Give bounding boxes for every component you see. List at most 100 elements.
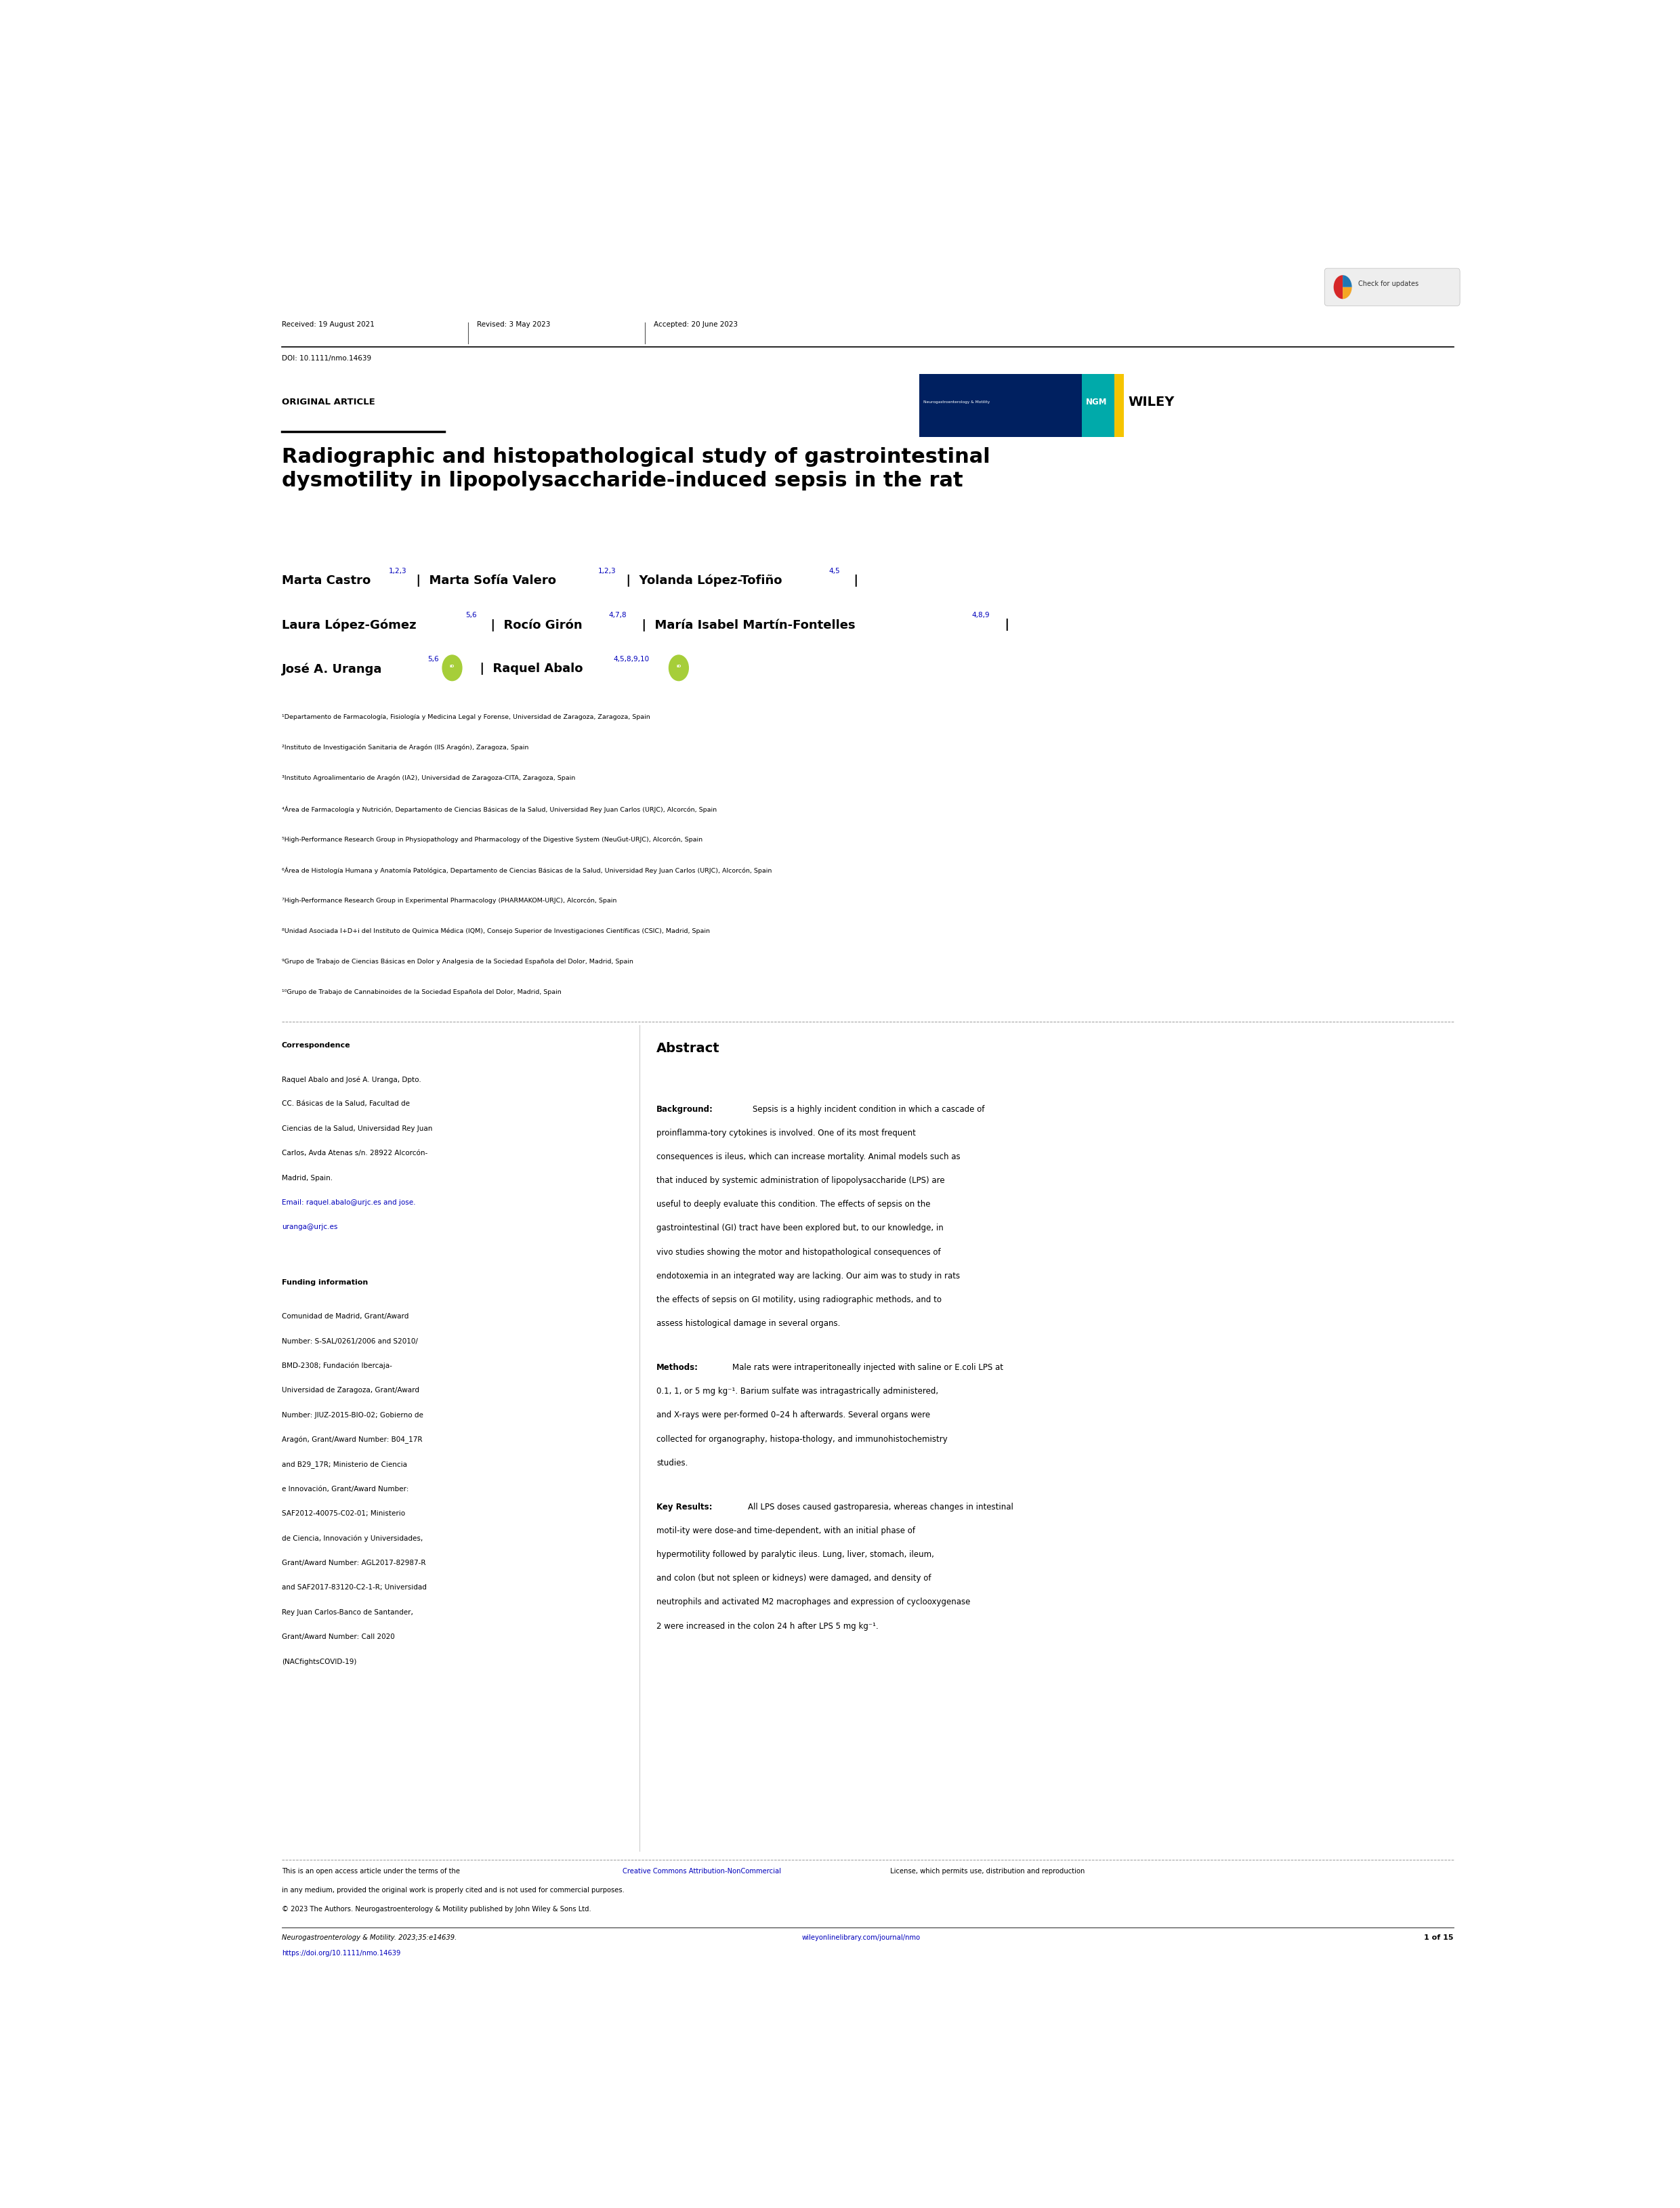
Text: 4,7,8: 4,7,8	[608, 612, 627, 618]
Text: 5,6: 5,6	[427, 656, 438, 662]
Text: This is an open access article under the terms of the: This is an open access article under the…	[282, 1868, 462, 1875]
Circle shape	[669, 656, 689, 680]
Text: Email: raquel.abalo@urjc.es and jose.: Email: raquel.abalo@urjc.es and jose.	[282, 1199, 415, 1206]
Text: Raquel Abalo and José A. Uranga, Dpto.: Raquel Abalo and José A. Uranga, Dpto.	[282, 1075, 422, 1084]
Text: e Innovación, Grant/Award Number:: e Innovación, Grant/Award Number:	[282, 1486, 408, 1493]
Text: Accepted: 20 June 2023: Accepted: 20 June 2023	[654, 320, 738, 327]
Text: ²Instituto de Investigación Sanitaria de Aragón (IIS Aragón), Zaragoza, Spain: ²Instituto de Investigación Sanitaria de…	[282, 744, 529, 751]
Text: vivo studies showing the motor and histopathological consequences of: vivo studies showing the motor and histo…	[657, 1248, 941, 1256]
Text: |  Yolanda López-Tofiño: | Yolanda López-Tofiño	[618, 574, 781, 587]
Text: assess histological damage in several organs.: assess histological damage in several or…	[657, 1318, 840, 1327]
Text: collected for organography, histopa-thology, and immunohistochemistry: collected for organography, histopa-thol…	[657, 1435, 948, 1444]
Text: BMD-2308; Fundación Ibercaja-: BMD-2308; Fundación Ibercaja-	[282, 1362, 391, 1369]
Text: endotoxemia in an integrated way are lacking. Our aim was to study in rats: endotoxemia in an integrated way are lac…	[657, 1272, 961, 1281]
Text: Creative Commons Attribution-NonCommercial: Creative Commons Attribution-NonCommerci…	[623, 1868, 781, 1875]
Text: WILEY: WILEY	[1129, 395, 1174, 408]
Wedge shape	[1334, 276, 1342, 298]
Text: ¹⁰Grupo de Trabajo de Cannabinoides de la Sociedad Española del Dolor, Madrid, S: ¹⁰Grupo de Trabajo de Cannabinoides de l…	[282, 989, 561, 996]
FancyBboxPatch shape	[919, 373, 1082, 437]
Text: neutrophils and activated M2 macrophages and expression of cyclooxygenase: neutrophils and activated M2 macrophages…	[657, 1599, 971, 1607]
Text: Universidad de Zaragoza, Grant/Award: Universidad de Zaragoza, Grant/Award	[282, 1387, 418, 1393]
Text: Grant/Award Number: AGL2017-82987-R: Grant/Award Number: AGL2017-82987-R	[282, 1559, 425, 1565]
Text: Madrid, Spain.: Madrid, Spain.	[282, 1175, 333, 1181]
Text: Correspondence: Correspondence	[282, 1042, 351, 1049]
Text: ⁴Área de Farmacología y Nutrición, Departamento de Ciencias Básicas de la Salud,: ⁴Área de Farmacología y Nutrición, Depar…	[282, 806, 717, 813]
Text: NGM: NGM	[1087, 397, 1107, 406]
Circle shape	[1334, 276, 1352, 298]
Text: Background:: Background:	[657, 1104, 714, 1113]
Text: CC. Básicas de la Salud, Facultad de: CC. Básicas de la Salud, Facultad de	[282, 1100, 410, 1108]
Text: Marta Castro: Marta Castro	[282, 574, 371, 587]
Text: 4,5,8,9,10: 4,5,8,9,10	[613, 656, 650, 662]
FancyBboxPatch shape	[1082, 373, 1114, 437]
Text: ORIGINAL ARTICLE: ORIGINAL ARTICLE	[282, 397, 375, 406]
Text: Number: S-SAL/0261/2006 and S2010/: Number: S-SAL/0261/2006 and S2010/	[282, 1338, 418, 1345]
Text: gastrointestinal (GI) tract have been explored but, to our knowledge, in: gastrointestinal (GI) tract have been ex…	[657, 1223, 944, 1232]
Text: |  María Isabel Martín-Fontelles: | María Isabel Martín-Fontelles	[633, 618, 855, 631]
Text: proinflamma-tory cytokines is involved. One of its most frequent: proinflamma-tory cytokines is involved. …	[657, 1128, 916, 1137]
Text: uranga@urjc.es: uranga@urjc.es	[282, 1223, 338, 1230]
Text: License, which permits use, distribution and reproduction: License, which permits use, distribution…	[887, 1868, 1085, 1875]
Text: Key Results:: Key Results:	[657, 1504, 712, 1512]
Text: Carlos, Avda Atenas s/n. 28922 Alcorcón-: Carlos, Avda Atenas s/n. 28922 Alcorcón-	[282, 1150, 427, 1157]
Text: 2 were increased in the colon 24 h after LPS 5 mg kg⁻¹.: 2 were increased in the colon 24 h after…	[657, 1621, 879, 1630]
Text: DOI: 10.1111/nmo.14639: DOI: 10.1111/nmo.14639	[282, 355, 371, 362]
Text: ¹Departamento de Farmacología, Fisiología y Medicina Legal y Forense, Universida: ¹Departamento de Farmacología, Fisiologí…	[282, 713, 650, 720]
Text: Rey Juan Carlos-Banco de Santander,: Rey Juan Carlos-Banco de Santander,	[282, 1610, 413, 1616]
Text: SAF2012-40075-C02-01; Ministerio: SAF2012-40075-C02-01; Ministerio	[282, 1510, 405, 1517]
Text: wileyonlinelibrary.com/journal/nmo: wileyonlinelibrary.com/journal/nmo	[801, 1934, 921, 1941]
Text: motil-ity were dose-and time-dependent, with an initial phase of: motil-ity were dose-and time-dependent, …	[657, 1526, 916, 1535]
Text: José A. Uranga: José A. Uranga	[282, 662, 381, 676]
Text: ⁹Grupo de Trabajo de Ciencias Básicas en Dolor y Analgesia de la Sociedad Españo: ⁹Grupo de Trabajo de Ciencias Básicas en…	[282, 958, 633, 965]
Text: the effects of sepsis on GI motility, using radiographic methods, and to: the effects of sepsis on GI motility, us…	[657, 1296, 942, 1305]
Text: |: |	[996, 618, 1010, 631]
Text: © 2023 The Authors. Neurogastroenterology & Motility published by John Wiley & S: © 2023 The Authors. Neurogastroenterolog…	[282, 1906, 591, 1912]
Text: de Ciencia, Innovación y Universidades,: de Ciencia, Innovación y Universidades,	[282, 1535, 423, 1541]
Text: |  Marta Sofía Valero: | Marta Sofía Valero	[408, 574, 556, 587]
Text: Received: 19 August 2021: Received: 19 August 2021	[282, 320, 375, 327]
Text: 1 of 15: 1 of 15	[1425, 1934, 1453, 1941]
Text: Sepsis is a highly incident condition in which a cascade of: Sepsis is a highly incident condition in…	[753, 1104, 984, 1113]
Text: Aragón, Grant/Award Number: B04_17R: Aragón, Grant/Award Number: B04_17R	[282, 1437, 422, 1444]
Text: and SAF2017-83120-C2-1-R; Universidad: and SAF2017-83120-C2-1-R; Universidad	[282, 1585, 427, 1592]
Wedge shape	[1342, 287, 1352, 298]
Text: Comunidad de Madrid, Grant/Award: Comunidad de Madrid, Grant/Award	[282, 1314, 408, 1320]
Text: studies.: studies.	[657, 1459, 689, 1468]
Text: useful to deeply evaluate this condition. The effects of sepsis on the: useful to deeply evaluate this condition…	[657, 1201, 931, 1208]
Text: Abstract: Abstract	[657, 1042, 721, 1055]
Text: iD: iD	[450, 665, 455, 667]
Text: and X-rays were per-formed 0–24 h afterwards. Several organs were: and X-rays were per-formed 0–24 h afterw…	[657, 1411, 931, 1420]
Text: ⁷High-Performance Research Group in Experimental Pharmacology (PHARMAKOM-URJC), : ⁷High-Performance Research Group in Expe…	[282, 896, 617, 903]
Text: in any medium, provided the original work is properly cited and is not used for : in any medium, provided the original wor…	[282, 1888, 625, 1894]
Text: Funding information: Funding information	[282, 1278, 368, 1285]
Text: consequences is ileus, which can increase mortality. Animal models such as: consequences is ileus, which can increas…	[657, 1153, 961, 1161]
Text: 4,8,9: 4,8,9	[971, 612, 990, 618]
Text: Neurogastroenterology & Motility. 2023;35:e14639.: Neurogastroenterology & Motility. 2023;3…	[282, 1934, 457, 1941]
Text: Radiographic and histopathological study of gastrointestinal
dysmotility in lipo: Radiographic and histopathological study…	[282, 446, 990, 490]
Circle shape	[442, 656, 462, 680]
Text: Ciencias de la Salud, Universidad Rey Juan: Ciencias de la Salud, Universidad Rey Ju…	[282, 1126, 432, 1133]
Text: 1,2,3: 1,2,3	[388, 567, 407, 574]
Text: Male rats were intraperitoneally injected with saline or E.coli LPS at: Male rats were intraperitoneally injecte…	[732, 1362, 1003, 1371]
Text: |  Rocío Girón: | Rocío Girón	[482, 618, 583, 631]
Text: and B29_17R; Ministerio de Ciencia: and B29_17R; Ministerio de Ciencia	[282, 1462, 407, 1468]
Text: Laura López-Gómez: Laura López-Gómez	[282, 618, 417, 631]
Text: All LPS doses caused gastroparesia, whereas changes in intestinal: All LPS doses caused gastroparesia, wher…	[748, 1504, 1013, 1512]
Text: 1,2,3: 1,2,3	[598, 567, 617, 574]
Text: Number: JIUZ-2015-BIO-02; Gobierno de: Number: JIUZ-2015-BIO-02; Gobierno de	[282, 1411, 423, 1418]
Text: Check for updates: Check for updates	[1359, 280, 1418, 287]
Text: Grant/Award Number: Call 2020: Grant/Award Number: Call 2020	[282, 1634, 395, 1641]
Text: Methods:: Methods:	[657, 1362, 699, 1371]
Text: ⁶Área de Histología Humana y Anatomía Patológica, Departamento de Ciencias Básic: ⁶Área de Histología Humana y Anatomía Pa…	[282, 868, 771, 874]
Wedge shape	[1342, 276, 1352, 287]
Text: ³Instituto Agroalimentario de Aragón (IA2), Universidad de Zaragoza-CITA, Zarago: ³Instituto Agroalimentario de Aragón (IA…	[282, 775, 575, 782]
Text: 4,5: 4,5	[828, 567, 840, 574]
Text: ⁸Unidad Asociada I+D+i del Instituto de Química Médica (IQM), Consejo Superior d: ⁸Unidad Asociada I+D+i del Instituto de …	[282, 927, 709, 934]
Text: ⁵High-Performance Research Group in Physiopathology and Pharmacology of the Dige: ⁵High-Performance Research Group in Phys…	[282, 837, 702, 843]
Text: Neurogastroenterology & Motility: Neurogastroenterology & Motility	[924, 400, 990, 404]
Text: 0.1, 1, or 5 mg kg⁻¹. Barium sulfate was intragastrically administered,: 0.1, 1, or 5 mg kg⁻¹. Barium sulfate was…	[657, 1387, 939, 1395]
Text: Revised: 3 May 2023: Revised: 3 May 2023	[477, 320, 551, 327]
Text: iD: iD	[677, 665, 680, 667]
Text: |  Raquel Abalo: | Raquel Abalo	[472, 662, 583, 676]
Text: |: |	[845, 574, 858, 587]
